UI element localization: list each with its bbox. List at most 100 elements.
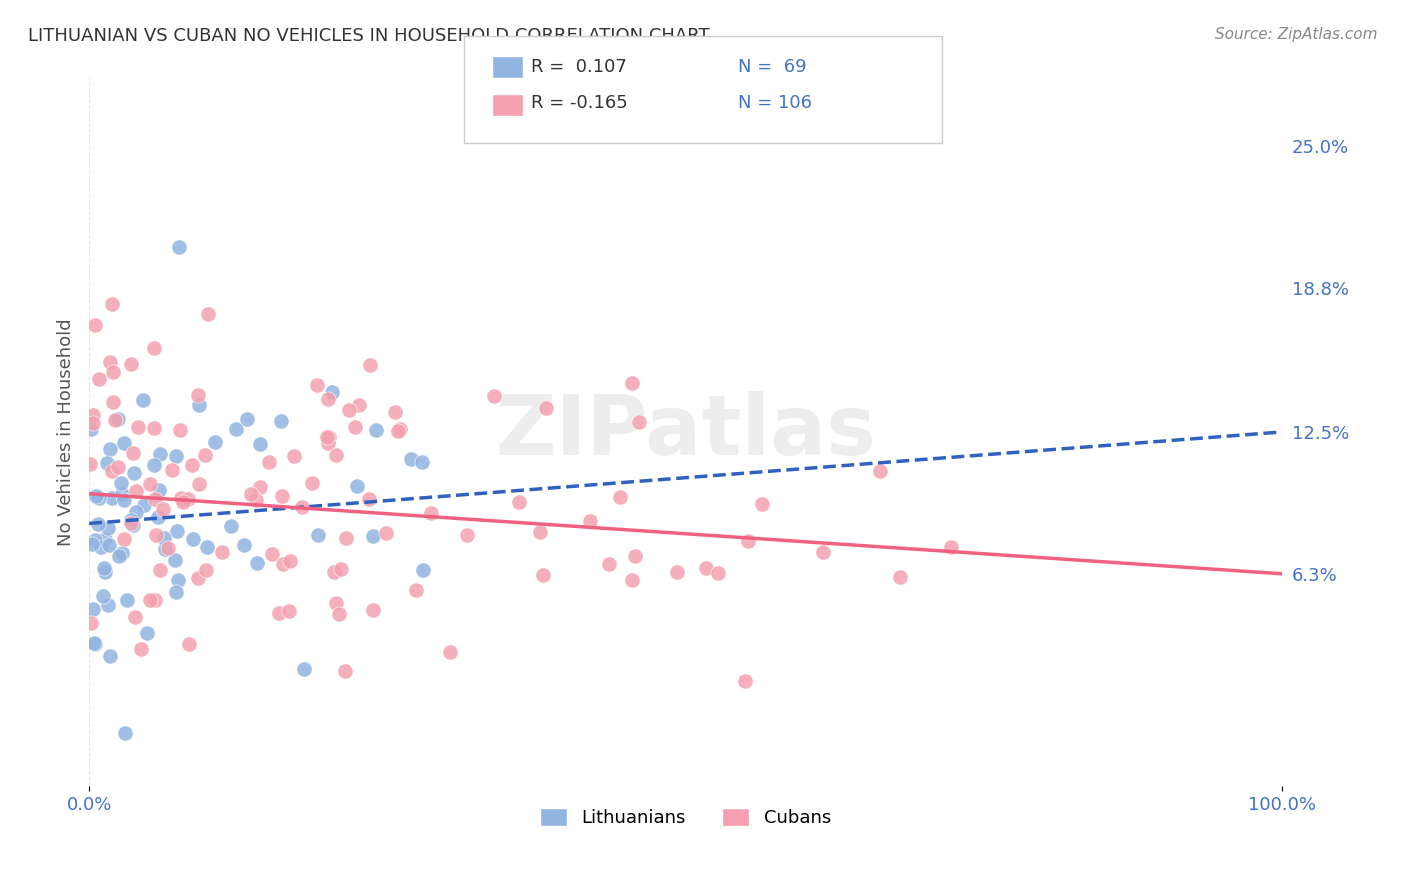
Point	[420, 506, 443, 520]
Point	[149, 563, 172, 577]
Point	[169, 239, 191, 253]
Point	[316, 436, 339, 450]
Point	[96, 456, 118, 470]
Point	[321, 385, 343, 400]
Point	[271, 489, 294, 503]
Point	[869, 464, 891, 478]
Point	[172, 494, 194, 508]
Point	[359, 358, 381, 372]
Point	[204, 435, 226, 450]
Point	[536, 401, 558, 416]
Point	[132, 392, 155, 407]
Point	[82, 408, 104, 422]
Point	[177, 492, 200, 507]
Point	[305, 377, 328, 392]
Point	[87, 372, 110, 386]
Point	[734, 673, 756, 688]
Point	[316, 430, 339, 444]
Point	[347, 398, 370, 412]
Point	[375, 525, 398, 540]
Point	[737, 534, 759, 549]
Point	[139, 476, 162, 491]
Point	[578, 514, 600, 528]
Point	[97, 598, 120, 612]
Point	[107, 460, 129, 475]
Point	[188, 398, 211, 412]
Point	[162, 463, 184, 477]
Point	[257, 455, 280, 469]
Text: R = -0.165: R = -0.165	[531, 94, 628, 112]
Point	[197, 307, 219, 321]
Point	[316, 392, 339, 406]
Point	[695, 561, 717, 575]
Point	[170, 491, 193, 505]
Point	[79, 457, 101, 471]
Point	[624, 549, 647, 563]
Point	[90, 541, 112, 555]
Point	[533, 567, 555, 582]
Point	[94, 532, 117, 546]
Point	[412, 563, 434, 577]
Point	[143, 458, 166, 472]
Point	[384, 405, 406, 419]
Point	[813, 544, 835, 558]
Point	[166, 524, 188, 538]
Point	[134, 498, 156, 512]
Point	[211, 545, 233, 559]
Point	[111, 546, 134, 560]
Point	[142, 341, 165, 355]
Point	[82, 416, 104, 430]
Point	[325, 596, 347, 610]
Point	[138, 593, 160, 607]
Point	[103, 395, 125, 409]
Point	[98, 442, 121, 457]
Point	[328, 607, 350, 622]
Text: N =  69: N = 69	[738, 58, 807, 76]
Point	[280, 554, 302, 568]
Point	[125, 505, 148, 519]
Point	[122, 445, 145, 459]
Point	[83, 637, 105, 651]
Point	[939, 540, 962, 554]
Point	[100, 464, 122, 478]
Point	[152, 502, 174, 516]
Point	[889, 569, 911, 583]
Point	[307, 528, 329, 542]
Point	[167, 573, 190, 587]
Point	[239, 487, 262, 501]
Point	[399, 451, 422, 466]
Point	[124, 610, 146, 624]
Point	[101, 297, 124, 311]
Point	[120, 513, 142, 527]
Point	[120, 357, 142, 371]
Point	[153, 542, 176, 557]
Point	[146, 509, 169, 524]
Point	[246, 557, 269, 571]
Point	[387, 424, 409, 438]
Point	[163, 552, 186, 566]
Point	[325, 448, 347, 462]
Point	[80, 422, 103, 436]
Point	[98, 648, 121, 663]
Point	[187, 571, 209, 585]
Point	[114, 726, 136, 740]
Point	[267, 606, 290, 620]
Point	[143, 491, 166, 506]
Point	[129, 642, 152, 657]
Point	[149, 447, 172, 461]
Point	[405, 583, 427, 598]
Point	[271, 557, 294, 571]
Point	[110, 475, 132, 490]
Point	[142, 421, 165, 435]
Point	[439, 644, 461, 658]
Point	[344, 420, 367, 434]
Point	[82, 537, 104, 551]
Point	[107, 412, 129, 426]
Point	[751, 497, 773, 511]
Point	[86, 489, 108, 503]
Point	[628, 415, 651, 429]
Point	[124, 484, 146, 499]
Point	[333, 664, 356, 678]
Point	[262, 547, 284, 561]
Point	[361, 529, 384, 543]
